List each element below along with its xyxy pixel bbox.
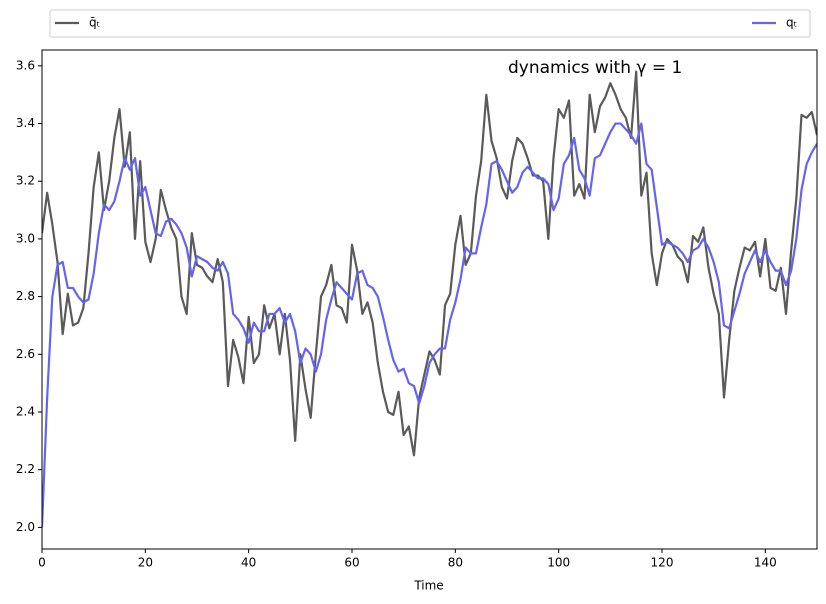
legend-label: q̄ₜ — [89, 16, 100, 30]
x-tick-label: 100 — [547, 556, 570, 570]
legend-label: qₜ — [786, 16, 797, 30]
x-tick-label: 140 — [754, 556, 777, 570]
y-tick-label: 3.0 — [16, 231, 35, 245]
y-tick-label: 2.0 — [16, 520, 35, 534]
x-tick-label: 0 — [38, 556, 46, 570]
x-tick-label: 80 — [448, 556, 463, 570]
y-tick-label: 3.4 — [16, 116, 35, 130]
y-tick-label: 2.2 — [16, 462, 35, 476]
series-line — [42, 122, 817, 528]
annotation: dynamics with γ = 1 — [508, 58, 682, 78]
y-tick-label: 2.4 — [16, 404, 35, 418]
y-tick-label: 3.2 — [16, 174, 35, 188]
x-axis-label: Time — [413, 579, 443, 593]
y-tick-label: 2.8 — [16, 289, 35, 303]
series-line — [42, 70, 817, 457]
y-tick-label: 2.6 — [16, 347, 35, 361]
x-tick-label: 20 — [138, 556, 153, 570]
x-tick-label: 60 — [344, 556, 359, 570]
axes-frame — [41, 49, 818, 550]
plot-area — [42, 70, 817, 528]
x-tick-label: 120 — [651, 556, 674, 570]
y-tick-label: 3.6 — [16, 58, 35, 72]
legend: q̄ₜ qₜ — [49, 9, 811, 38]
legend-box — [49, 9, 811, 38]
x-tick-label: 40 — [241, 556, 256, 570]
